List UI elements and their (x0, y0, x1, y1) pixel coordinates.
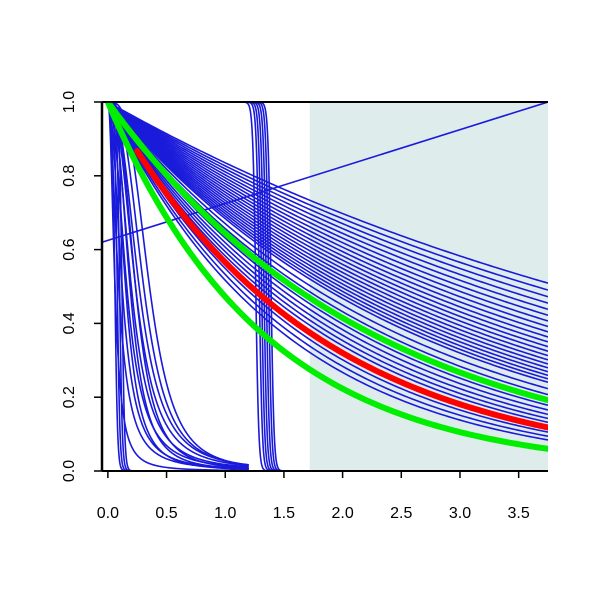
y-tick-label: 0.6 (61, 238, 78, 260)
decay-curve (107, 102, 548, 377)
step-drop-curve (225, 102, 296, 471)
decay-curve (107, 102, 548, 333)
curves-layer (102, 102, 548, 471)
axes-frame-layer (100, 101, 548, 472)
step-drop-curve (225, 102, 296, 471)
x-tick-label: 1.5 (273, 505, 295, 522)
decay-curve (107, 102, 548, 311)
red-highlight-curve (134, 148, 548, 431)
y-axis-ticks: 0.0 0.2 0.4 0.6 0.8 1.0 (61, 91, 102, 482)
decay-curve (107, 102, 548, 357)
x-tick-label: 3.0 (449, 505, 471, 522)
decay-curve (107, 102, 548, 438)
y-tick-label: 1.0 (61, 91, 78, 113)
fast-decay-curve (107, 102, 249, 470)
green-highlight-curve (104, 102, 548, 404)
decay-curve (107, 102, 548, 416)
decay-curve (107, 102, 548, 338)
decay-curve (107, 102, 548, 361)
x-tick-label: 2.5 (390, 505, 412, 522)
y-tick-label: 0.2 (61, 386, 78, 408)
decay-curve (107, 102, 548, 322)
decay-curve (107, 102, 548, 390)
decay-curve (107, 102, 548, 373)
step-drop-curve (225, 102, 296, 471)
decay-curve (107, 102, 548, 380)
decay-curve (107, 102, 548, 304)
x-tick-label: 0.0 (97, 505, 119, 522)
decay-curve (107, 102, 548, 420)
y-tick-label: 0.4 (61, 312, 78, 334)
x-axis-ticks: 0.0 0.5 1.0 1.5 2.0 2.5 3.0 3.5 (97, 471, 530, 522)
x-tick-label: 2.0 (331, 505, 353, 522)
decay-curve (107, 102, 548, 365)
decay-curve (107, 102, 548, 291)
y-tick-label: 0.0 (61, 460, 78, 482)
decay-curve (107, 102, 548, 352)
decay-curve (107, 102, 548, 424)
decay-curve (107, 102, 548, 348)
decay-curve (107, 102, 548, 343)
decay-curve (107, 102, 548, 411)
decay-curve (107, 102, 548, 384)
fast-decay-curve (107, 102, 249, 467)
decay-curve (107, 102, 548, 369)
step-drop-curve (225, 102, 296, 471)
decay-curve (107, 102, 548, 284)
x-tick-label: 0.5 (155, 505, 177, 522)
decay-curve (107, 102, 548, 317)
decay-curve (107, 102, 548, 298)
decay-curve (107, 102, 548, 328)
step-drop-curve (225, 102, 296, 471)
green-highlight-curve (104, 102, 548, 452)
x-tick-label: 1.0 (214, 505, 236, 522)
rising-line (102, 102, 548, 243)
x-tick-label: 3.5 (508, 505, 530, 522)
fast-decay-curve (107, 102, 249, 468)
decay-curve (107, 102, 548, 441)
y-tick-label: 0.8 (61, 165, 78, 187)
